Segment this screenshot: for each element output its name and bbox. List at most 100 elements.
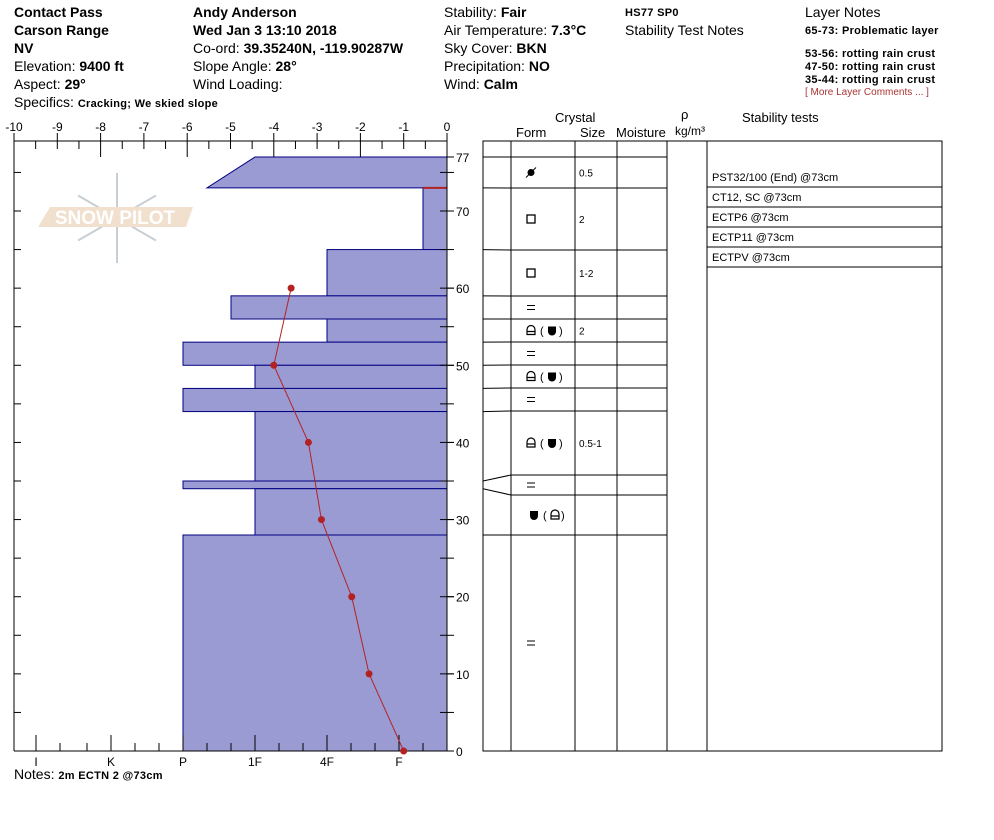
height-tick-label: 40 xyxy=(456,436,470,450)
hardness-layer xyxy=(230,295,448,320)
stability-test-entry: ECTP11 @73cm xyxy=(712,232,794,244)
stability-label: Stability: xyxy=(444,4,501,20)
layer-note: 35-44: rotting rain crust xyxy=(805,74,936,86)
sky-value: BKN xyxy=(516,40,547,56)
layer-connector-line xyxy=(482,474,512,482)
melt-form-icon xyxy=(548,372,556,382)
stability-test-entry: ECTPV @73cm xyxy=(712,252,790,264)
crust-icon xyxy=(527,397,535,402)
specifics-label: Specifics: xyxy=(14,94,78,110)
more-layer-comments-link[interactable]: [ More Layer Comments ... ] xyxy=(805,87,929,98)
faceted-square xyxy=(526,214,536,224)
crust-icon xyxy=(527,305,535,310)
crystal-size: 2 xyxy=(579,215,585,226)
wind: Wind: Calm xyxy=(444,75,518,93)
temp-tick-label: -5 xyxy=(225,120,236,134)
aspect-value: 29° xyxy=(64,76,86,92)
temperature-point xyxy=(287,284,295,292)
stability-test-notes-label: Stability Test Notes xyxy=(625,22,744,38)
depth-hoar-mixed-icon: () xyxy=(526,370,563,384)
parenthesis: ) xyxy=(559,438,563,450)
crystal-size: 2 xyxy=(579,327,585,338)
temp-tick-label: -10 xyxy=(5,120,23,134)
observer: Andy Anderson xyxy=(193,4,297,20)
density-unit-header: kg/m³ xyxy=(675,124,705,138)
graupel-icon xyxy=(525,167,537,178)
stability-tests-header: Stability tests xyxy=(742,110,819,125)
parenthesis: ( xyxy=(540,326,544,338)
hardness-layer xyxy=(254,364,448,389)
crust-icon xyxy=(527,640,535,646)
aspect-label: Aspect: xyxy=(14,76,65,92)
temperature-point xyxy=(365,670,373,678)
height-tick-label: 70 xyxy=(456,205,470,219)
crystal-size: 0.5 xyxy=(579,169,593,180)
temp-tick-label: -2 xyxy=(355,120,366,134)
parenthesis: ) xyxy=(561,510,565,522)
notes-label: Notes: xyxy=(14,766,59,782)
crystal-size: 0.5-1 xyxy=(579,439,602,450)
hardness-tick-label: F xyxy=(395,755,402,769)
coord-label: Co-ord: xyxy=(193,40,244,56)
precipitation: Precipitation: NO xyxy=(444,57,550,75)
notes-value: 2m ECTN 2 @73cm xyxy=(58,770,163,782)
hardness-layer xyxy=(254,488,448,536)
faceted-icon xyxy=(526,268,536,278)
height-tick-label: 77 xyxy=(456,151,470,165)
layer-note: 53-56: rotting rain crust xyxy=(805,48,936,60)
slope-label: Slope Angle: xyxy=(193,58,276,74)
stability-test-entry: CT12, SC @73cm xyxy=(712,192,801,204)
logo-banner xyxy=(38,207,193,227)
hardness-layer xyxy=(205,156,448,189)
layer-connector-line xyxy=(482,488,512,496)
form-header: Form xyxy=(516,125,547,140)
temperature-point xyxy=(304,438,312,446)
specifics: Specifics: Cracking; We skied slope xyxy=(14,93,218,113)
temp-tick-label: -9 xyxy=(52,120,63,134)
notes: Notes: 2m ECTN 2 @73cm xyxy=(14,765,163,785)
hardness-layer xyxy=(326,318,448,343)
melt-form-icon xyxy=(548,326,556,336)
height-tick-label: 30 xyxy=(456,514,470,528)
parenthesis: ( xyxy=(543,510,547,522)
crystal-header: Crystal xyxy=(555,110,596,125)
slope-value: 28° xyxy=(275,58,297,74)
hardness-layer xyxy=(422,187,448,251)
temperature-point xyxy=(317,516,325,524)
layer-connector-line xyxy=(482,410,512,413)
layer-note: 47-50: rotting rain crust xyxy=(805,61,936,73)
air-temperature: Air Temperature: 7.3°C xyxy=(444,21,586,39)
range-name: Carson Range xyxy=(14,22,109,38)
density-rho-header: ρ xyxy=(681,107,689,122)
hardness-tick-label: 4F xyxy=(320,755,334,769)
hardness-layer xyxy=(254,411,448,482)
wind-loading: Wind Loading: xyxy=(193,76,283,92)
snow-pilot-logo: SNOW PILOT xyxy=(38,173,193,263)
hardness-tick-label: K xyxy=(107,755,115,769)
stability-test-entry: PST32/100 (End) @73cm xyxy=(712,172,838,184)
hardness-layer xyxy=(326,249,448,297)
wind-value: Calm xyxy=(483,76,518,92)
temperature-point xyxy=(400,747,408,755)
crust-icon xyxy=(527,351,535,356)
sky-cover: Sky Cover: BKN xyxy=(444,39,547,57)
depth-hoar-icon xyxy=(526,370,536,382)
datetime: Wed Jan 3 13:10 2018 xyxy=(193,22,337,38)
stability-value: Fair xyxy=(500,4,527,20)
elevation: Elevation: 9400 ft xyxy=(14,57,124,75)
stability-tests-frame xyxy=(706,140,943,752)
layer-notes-label: Layer Notes xyxy=(805,4,881,20)
elevation-label: Elevation: xyxy=(14,58,80,74)
temperature-point xyxy=(348,593,356,601)
wind-label: Wind: xyxy=(444,76,484,92)
temp-tick-label: 0 xyxy=(444,120,451,134)
height-tick-label: 20 xyxy=(456,591,470,605)
size-header: Size xyxy=(580,125,606,140)
hardness-tick-label: P xyxy=(179,755,187,769)
hardness-tick-label: I xyxy=(34,755,37,769)
temp-tick-label: -8 xyxy=(95,120,106,134)
parenthesis: ) xyxy=(559,372,563,384)
depth-hoar-mixed-icon: () xyxy=(526,437,563,450)
aspect: Aspect: 29° xyxy=(14,75,86,93)
